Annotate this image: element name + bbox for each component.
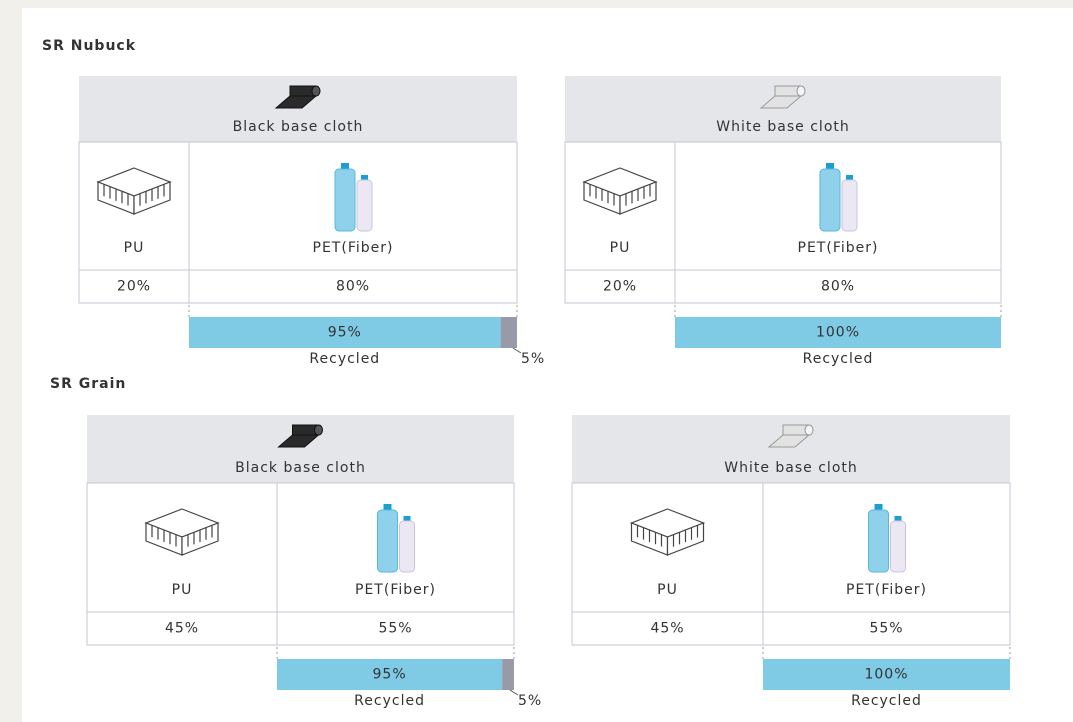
material-name: PU — [657, 582, 678, 598]
foam-icon — [96, 167, 172, 215]
other-share: 5% — [521, 351, 545, 367]
material-share: 45% — [650, 621, 684, 637]
other-bar — [502, 659, 514, 690]
bottle-cap — [383, 504, 392, 510]
material-name: PET(Fiber) — [313, 240, 394, 256]
bottle-cap — [826, 163, 834, 169]
recycled-share: 100% — [816, 325, 860, 341]
material-name: PET(Fiber) — [355, 582, 436, 598]
roll-icon — [759, 85, 806, 109]
panel-header-label: Black base cloth — [235, 460, 366, 476]
panel-header-label: Black base cloth — [233, 119, 364, 135]
recycled-bar — [763, 659, 1010, 690]
foam-icon — [582, 167, 658, 215]
other-share: 5% — [518, 693, 542, 709]
foam-icon — [629, 508, 706, 556]
bottle-cap — [361, 175, 368, 180]
bottle-small — [399, 520, 415, 573]
recycled-label: Recycled — [354, 693, 425, 709]
other-pointer — [509, 689, 519, 696]
section-title: SR Nubuck — [42, 38, 136, 54]
bottle-big — [868, 509, 889, 573]
foam-icon — [144, 508, 220, 556]
material-share: 20% — [117, 279, 151, 295]
roll-end — [804, 424, 814, 436]
bottle-cap — [894, 516, 902, 521]
roll-end — [314, 424, 323, 436]
recycled-share: 95% — [328, 325, 362, 341]
section-title: SR Grain — [50, 376, 126, 392]
roll-end — [311, 85, 321, 97]
bottle-big — [819, 168, 841, 232]
material-name: PU — [610, 240, 631, 256]
recycled-label: Recycled — [851, 693, 922, 709]
panel-body — [564, 141, 1002, 304]
material-name: PET(Fiber) — [846, 582, 927, 598]
material-name: PU — [172, 582, 193, 598]
bottle-small — [890, 520, 906, 573]
panel-body — [86, 482, 515, 646]
roll-icon — [274, 85, 321, 109]
bottle-small — [356, 179, 373, 232]
recycled-bar — [277, 659, 503, 690]
other-bar — [500, 317, 517, 348]
panel-header-label: White base cloth — [724, 460, 858, 476]
bottle-icon — [377, 504, 415, 573]
bottle-big — [334, 168, 356, 232]
material-share: 20% — [603, 279, 637, 295]
panel-header-label: White base cloth — [716, 119, 850, 135]
roll-end — [796, 85, 806, 97]
recycled-bar — [189, 317, 501, 348]
recycled-bar — [675, 317, 1001, 348]
bottle-small — [841, 179, 858, 232]
bottle-icon — [819, 163, 858, 232]
material-share: 45% — [165, 621, 199, 637]
material-share: 80% — [821, 279, 855, 295]
bottle-cap — [341, 163, 349, 169]
bottle-icon — [868, 504, 906, 573]
other-pointer — [512, 347, 522, 354]
bottle-cap — [403, 516, 411, 521]
panel-body — [571, 482, 1011, 646]
bottle-icon — [334, 163, 373, 232]
recycled-share: 95% — [373, 667, 407, 683]
material-share: 80% — [336, 279, 370, 295]
bottle-cap — [846, 175, 853, 180]
bottle-big — [377, 509, 398, 573]
material-name: PET(Fiber) — [798, 240, 879, 256]
roll-icon — [277, 424, 323, 448]
material-share: 55% — [378, 621, 412, 637]
roll-icon — [767, 424, 814, 448]
material-name: PU — [124, 240, 145, 256]
recycled-label: Recycled — [309, 351, 380, 367]
recycled-label: Recycled — [803, 351, 874, 367]
material-share: 55% — [869, 621, 903, 637]
panel-body — [78, 141, 518, 304]
bottle-cap — [874, 504, 883, 510]
recycled-share: 100% — [864, 667, 908, 683]
